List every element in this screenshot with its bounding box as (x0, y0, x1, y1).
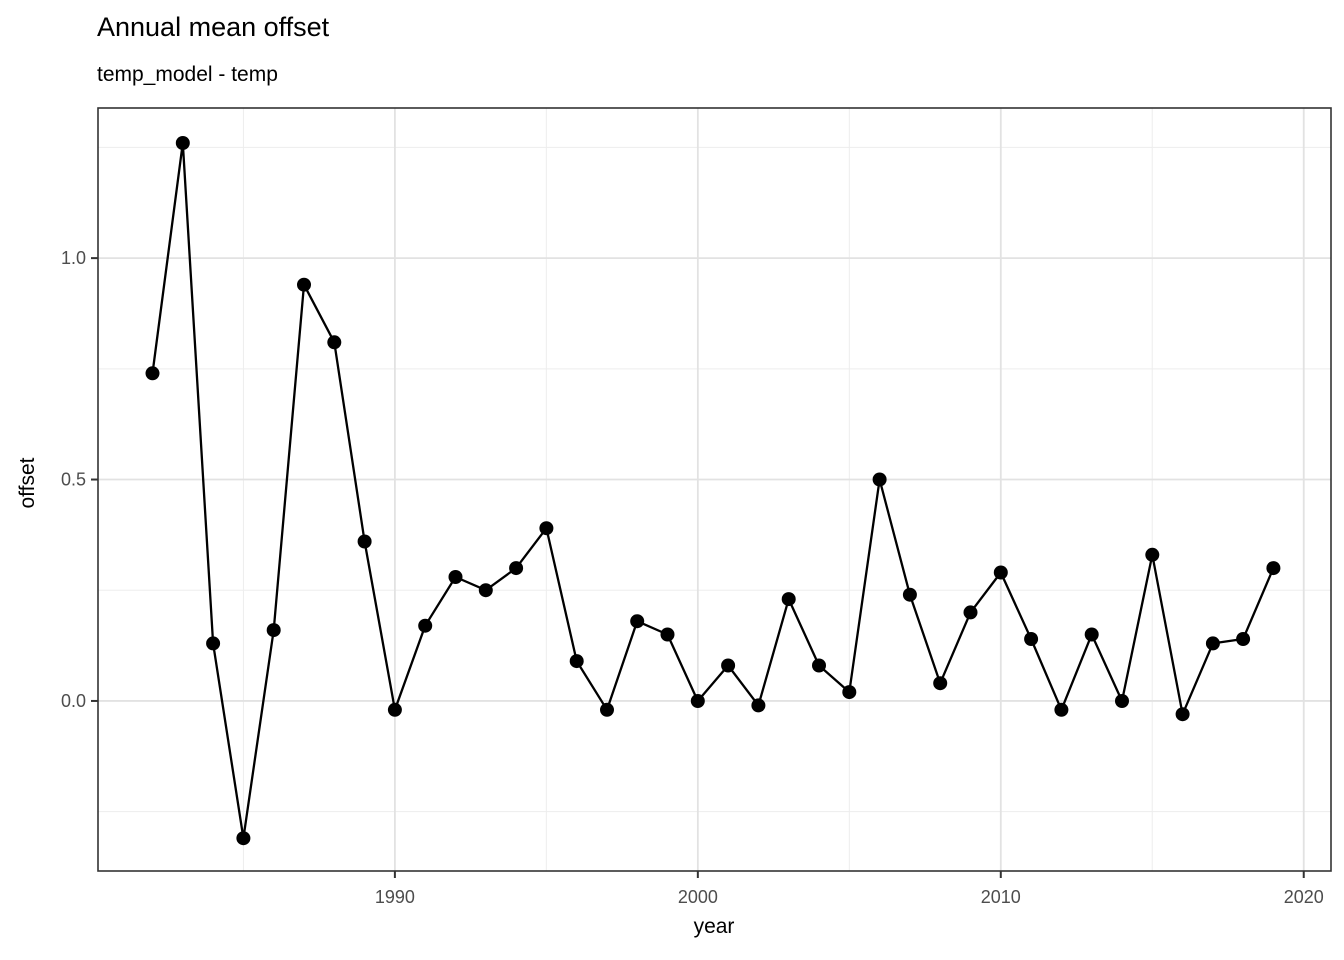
data-point (509, 561, 524, 576)
data-point (660, 627, 675, 642)
data-point (236, 831, 251, 846)
data-point (751, 698, 766, 713)
y-tick-label: 0.0 (61, 691, 86, 711)
x-tick-label: 1990 (375, 887, 415, 907)
data-point (600, 702, 614, 717)
data-point (206, 636, 221, 651)
data-point (902, 587, 917, 602)
x-axis-title: year (693, 915, 735, 938)
data-points (145, 136, 1281, 846)
data-point (1205, 636, 1220, 651)
x-tick-label: 2020 (1284, 887, 1324, 907)
panel-border (97, 107, 1332, 872)
data-point (448, 570, 463, 584)
x-tick-label: 2010 (981, 887, 1021, 907)
data-line (151, 141, 1275, 840)
panel-background (98, 108, 1331, 871)
chart-subtitle: temp_model - temp (97, 63, 278, 86)
data-point (145, 366, 160, 381)
data-point (357, 534, 372, 549)
x-tick-labels: 1990 2000 2010 2020 (375, 887, 1324, 907)
data-point (1024, 632, 1039, 646)
data-point (1236, 632, 1251, 646)
data-point (539, 521, 554, 536)
data-point (933, 676, 948, 691)
data-point (721, 658, 736, 673)
data-point (993, 565, 1008, 580)
data-point (963, 605, 978, 620)
data-point (781, 592, 796, 607)
data-point (812, 658, 826, 673)
data-point (297, 277, 311, 292)
data-point (872, 472, 887, 487)
data-point (387, 702, 402, 717)
axis-ticks (91, 257, 1305, 878)
data-point (1175, 707, 1190, 722)
gridlines-minor (98, 108, 1331, 871)
data-point (1266, 561, 1281, 576)
y-tick-labels: 0.0 0.5 1.0 (61, 248, 86, 711)
data-point (569, 654, 584, 669)
data-point (266, 623, 281, 638)
data-point (630, 614, 645, 629)
x-tick-label: 2000 (678, 887, 718, 907)
data-point (327, 335, 342, 350)
chart-title: Annual mean offset (97, 12, 330, 42)
data-point (478, 583, 493, 598)
data-point (1084, 627, 1099, 642)
y-axis-title: offset (16, 457, 39, 509)
data-point (1115, 694, 1129, 708)
y-tick-label: 0.5 (61, 470, 86, 490)
data-point (842, 685, 857, 700)
data-point (1145, 547, 1160, 562)
data-point (690, 694, 705, 708)
y-tick-label: 1.0 (61, 248, 86, 268)
data-point (1054, 702, 1069, 717)
data-point (175, 136, 190, 150)
data-point (418, 618, 433, 633)
